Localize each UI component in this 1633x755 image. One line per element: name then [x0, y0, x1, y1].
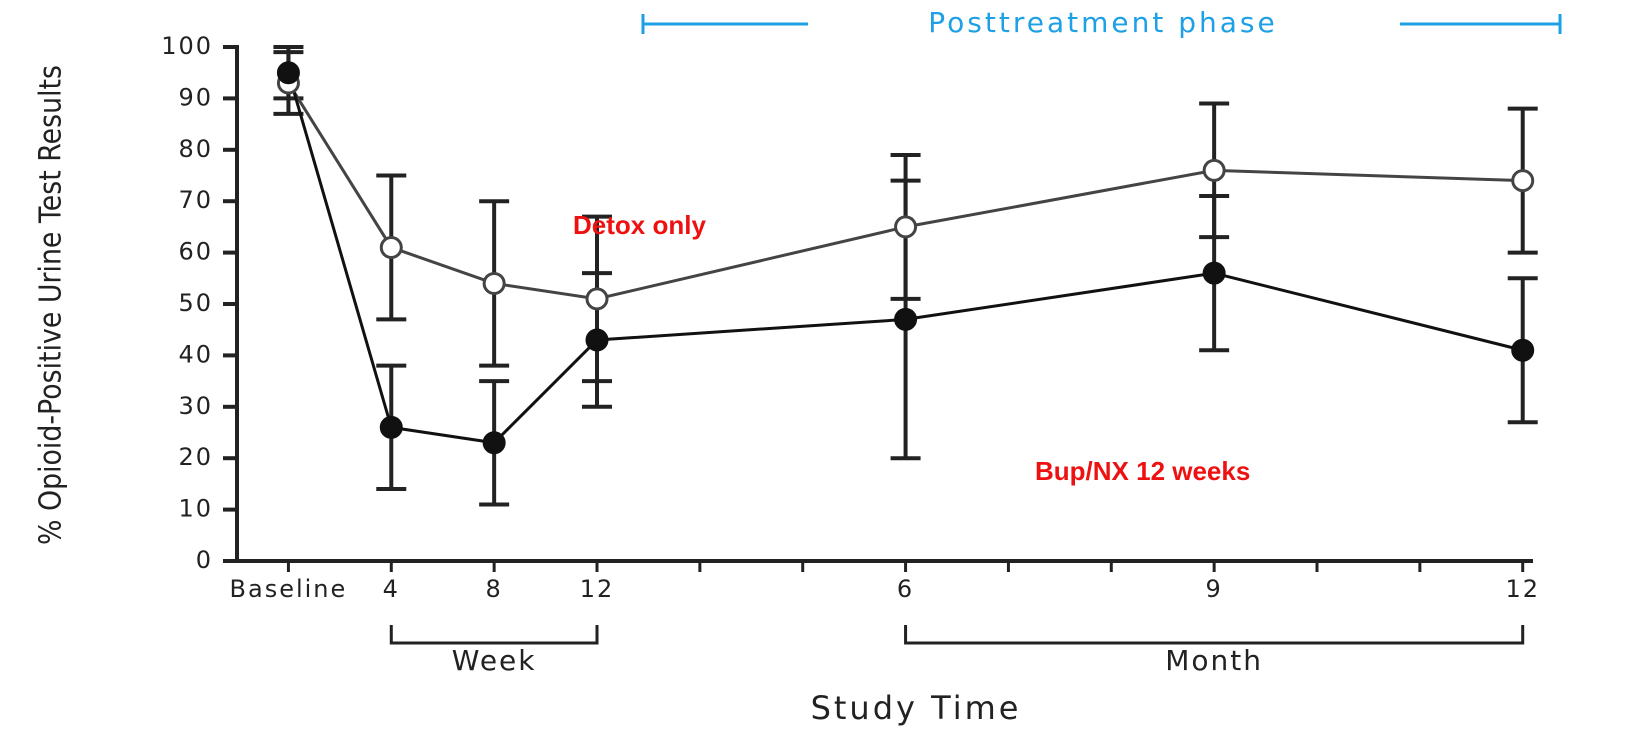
x-group-bracket	[904, 625, 1525, 645]
x-group-label: Week	[452, 644, 537, 677]
marker	[379, 415, 403, 439]
y-tick-label: 0	[196, 546, 213, 574]
marker	[1202, 261, 1226, 285]
x-tick-label: 6	[897, 575, 914, 603]
y-tick-label: 70	[178, 186, 213, 214]
marker	[482, 431, 506, 455]
marker	[894, 307, 918, 331]
error-bars	[273, 45, 1538, 507]
x-tick-label: 9	[1206, 575, 1223, 603]
y-tick-label: 60	[178, 238, 213, 266]
marker	[1511, 338, 1535, 362]
y-tick-label: 40	[178, 340, 213, 368]
y-tick-label: 50	[178, 289, 213, 317]
x-tick-label: Baseline	[230, 575, 348, 603]
x-group-bracket	[389, 625, 599, 645]
y-tick-label: 30	[178, 392, 213, 420]
marker	[482, 271, 506, 295]
y-axis-label: % Opioid-Positive Urine Test Results	[34, 65, 69, 545]
marker	[276, 61, 300, 85]
series-label: Bup/NX 12 weeks	[1035, 456, 1250, 486]
markers	[276, 61, 1535, 455]
marker	[1511, 169, 1535, 193]
y-tick-label: 100	[161, 32, 213, 60]
series-label: Detox only	[573, 210, 706, 240]
x-tick-label: 12	[1505, 575, 1540, 603]
marker	[379, 235, 403, 259]
x-tick-label: 8	[486, 575, 503, 603]
marker	[585, 328, 609, 352]
marker	[585, 287, 609, 311]
x-axis-label: Study Time	[811, 689, 1022, 727]
marker	[1202, 158, 1226, 182]
y-tick-label: 90	[178, 83, 213, 111]
phase-label: Posttreatment phase	[928, 6, 1277, 39]
marker	[894, 215, 918, 239]
x-tick-label: 12	[580, 575, 615, 603]
x-tick-label: 4	[383, 575, 400, 603]
y-tick-label: 10	[178, 495, 213, 523]
x-group-label: Month	[1165, 644, 1263, 677]
y-tick-label: 80	[178, 135, 213, 163]
phase-bracket	[641, 14, 1562, 34]
y-tick-label: 20	[178, 443, 213, 471]
